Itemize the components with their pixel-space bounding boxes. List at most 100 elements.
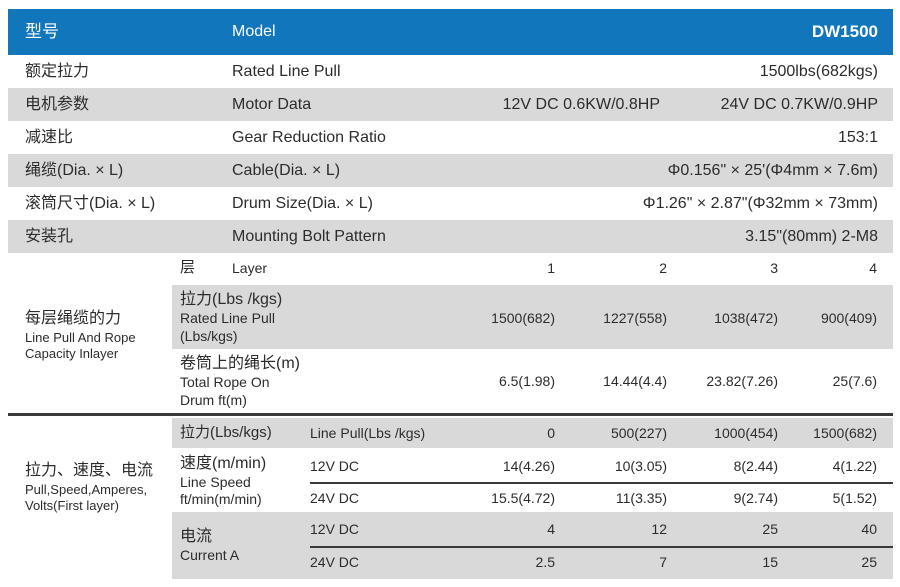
current-value: 25 xyxy=(762,521,778,537)
row-motor-data: 电机参数 Motor Data 12V DC 0.6KW/0.8HP 24V D… xyxy=(8,88,893,121)
rope-value: 25(7.6) xyxy=(832,373,877,389)
row-label-cn: 安装孔 xyxy=(25,228,74,245)
row-value: 3.15"(80mm) 2-M8 xyxy=(745,228,878,245)
linepull-value: 0 xyxy=(547,425,555,441)
row-label-cn: 减速比 xyxy=(25,129,74,146)
row-label-en: Rated Line Pull xyxy=(232,63,341,80)
current-label: 电流 Current A xyxy=(180,512,239,579)
current-value: 25 xyxy=(861,554,877,570)
row-mounting-bolt: 安装孔 Mounting Bolt Pattern 3.15"(80mm) 2-… xyxy=(8,220,893,253)
speed-value: 15.5(4.72) xyxy=(491,490,555,506)
row-drum-size: 滚筒尺寸(Dia. × L) Drum Size(Dia. × L) Φ1.26… xyxy=(8,187,893,220)
rope-row-label-en: Total Rope On xyxy=(180,374,270,390)
speed-value: 4(1.22) xyxy=(832,458,877,474)
rope-row-label-en: Drum ft(m) xyxy=(180,392,247,408)
rope-length-row: 卷筒上的绳长(m) Total Rope On Drum ft(m) 6.5(1… xyxy=(172,349,893,412)
linepull-value: 1500(682) xyxy=(813,425,877,441)
perf-section-label: 拉力、速度、电流 Pull,Speed,Amperes, Volts(First… xyxy=(8,418,172,579)
row-separator-line xyxy=(310,482,893,484)
speed-row-24v: 24V DC 15.5(4.72) 11(3.35) 9(2.74) 5(1.5… xyxy=(172,482,893,514)
line-pull-row: 拉力(Lbs/kgs) Line Pull(Lbs /kgs) 0 500(22… xyxy=(172,418,893,448)
section-label-en: Line Pull And Rope xyxy=(25,329,136,345)
current-row-12v: 12V DC 4 12 25 40 xyxy=(172,512,893,546)
section-label-cn: 拉力、速度、电流 xyxy=(25,462,154,479)
speed-value: 14(4.26) xyxy=(502,458,555,474)
layer-section-label: 每层绳缆的力 Line Pull And Rope Capacity Inlay… xyxy=(8,253,172,412)
row-label-en: Gear Reduction Ratio xyxy=(232,129,386,146)
row-rated-line-pull: 额定拉力 Rated Line Pull 1500lbs(682kgs) xyxy=(8,55,893,88)
section-divider-rule xyxy=(8,413,893,416)
spec-table: 型号 Model DW1500 额定拉力 Rated Line Pull 150… xyxy=(8,9,893,579)
row-separator-line xyxy=(310,546,893,548)
layer-number: 1 xyxy=(547,260,555,276)
rated-pull-per-layer-row: 拉力(Lbs /kgs) Rated Line Pull (Lbs/kgs) 1… xyxy=(172,283,893,349)
pull-value: 1500(682) xyxy=(491,310,555,326)
linepull-value: 1000(454) xyxy=(714,425,778,441)
layer-number: 3 xyxy=(770,260,778,276)
speed-value: 8(2.44) xyxy=(733,458,778,474)
current-value: 40 xyxy=(861,521,877,537)
current-value: 7 xyxy=(659,554,667,570)
layer-number: 4 xyxy=(869,260,877,276)
row-value: 1500lbs(682kgs) xyxy=(759,63,878,80)
rope-value: 6.5(1.98) xyxy=(498,373,555,389)
section-label-cn: 每层绳缆的力 xyxy=(25,309,122,327)
line-speed-block: 速度(m/min) Line Speed ft/min(m/min) 12V D… xyxy=(172,448,893,512)
speed-value: 10(3.05) xyxy=(614,458,667,474)
header-label-en: Model xyxy=(232,23,276,40)
linepull-label-cn: 拉力(Lbs/kgs) xyxy=(180,424,272,441)
row-value-12v: 12V DC 0.6KW/0.8HP xyxy=(502,96,660,113)
speed-label-en: ft/min(m/min) xyxy=(180,491,262,507)
layer-capacity-section: 每层绳缆的力 Line Pull And Rope Capacity Inlay… xyxy=(8,253,893,412)
row-label-cn: 额定拉力 xyxy=(25,63,90,80)
pull-row-label-en: (Lbs/kgs) xyxy=(180,328,238,344)
pull-row-label-cn: 拉力(Lbs /kgs) xyxy=(180,291,283,308)
row-label-en: Motor Data xyxy=(232,96,312,113)
speed-value: 5(1.52) xyxy=(832,490,877,506)
layer-header-row: 层 Layer 1 2 3 4 xyxy=(172,253,893,283)
pull-value: 1227(558) xyxy=(603,310,667,326)
speed-label-en: Line Speed xyxy=(180,474,251,490)
rope-row-label-cn: 卷筒上的绳长(m) xyxy=(180,355,300,372)
voltage-label: 12V DC xyxy=(310,458,360,474)
row-value: Φ0.156" × 25'(Φ4mm × 7.6m) xyxy=(667,162,878,179)
linepull-label-en: Line Pull(Lbs /kgs) xyxy=(310,425,426,441)
current-value: 2.5 xyxy=(535,554,555,570)
pull-row-label-en: Rated Line Pull xyxy=(180,310,275,326)
current-label-cn: 电流 xyxy=(180,528,213,545)
current-value: 15 xyxy=(762,554,778,570)
voltage-label: 24V DC xyxy=(310,554,360,570)
speed-value: 11(3.35) xyxy=(615,490,667,506)
current-value: 12 xyxy=(651,521,667,537)
row-label-cn: 绳缆(Dia. × L) xyxy=(25,162,124,179)
current-value: 4 xyxy=(547,521,555,537)
speed-row-12v: 12V DC 14(4.26) 10(3.05) 8(2.44) 4(1.22) xyxy=(172,450,893,482)
rope-value: 23.82(7.26) xyxy=(706,373,778,389)
row-gear-ratio: 减速比 Gear Reduction Ratio 153:1 xyxy=(8,121,893,154)
current-row-24v: 24V DC 2.5 7 15 25 xyxy=(172,546,893,579)
layer-label-en: Layer xyxy=(232,260,268,276)
row-label-cn: 滚筒尺寸(Dia. × L) xyxy=(25,195,156,212)
row-cable: 绳缆(Dia. × L) Cable(Dia. × L) Φ0.156" × 2… xyxy=(8,154,893,187)
section-label-en: Capacity Inlayer xyxy=(25,345,119,361)
row-value: Φ1.26" × 2.87"(Φ32mm × 73mm) xyxy=(642,195,878,212)
layer-number: 2 xyxy=(659,260,667,276)
header-label-cn: 型号 xyxy=(25,22,59,41)
speed-label-cn: 速度(m/min) xyxy=(180,455,267,472)
row-label-en: Cable(Dia. × L) xyxy=(232,162,341,179)
section-label-en: Pull,Speed,Amperes, xyxy=(25,482,148,497)
pull-value: 1038(472) xyxy=(714,310,778,326)
row-value: 153:1 xyxy=(837,129,878,146)
pull-value: 900(409) xyxy=(820,310,877,326)
table-header-row: 型号 Model DW1500 xyxy=(8,9,893,55)
voltage-label: 24V DC xyxy=(310,490,360,506)
linepull-value: 500(227) xyxy=(610,425,667,441)
model-number: DW1500 xyxy=(811,22,878,41)
speed-value: 9(2.74) xyxy=(733,490,778,506)
row-value-24v: 24V DC 0.7KW/0.9HP xyxy=(720,96,878,113)
current-label-en: Current A xyxy=(180,547,240,563)
section-label-en: Volts(First layer) xyxy=(25,498,119,513)
performance-section: 拉力、速度、电流 Pull,Speed,Amperes, Volts(First… xyxy=(8,418,893,579)
voltage-label: 12V DC xyxy=(310,521,360,537)
